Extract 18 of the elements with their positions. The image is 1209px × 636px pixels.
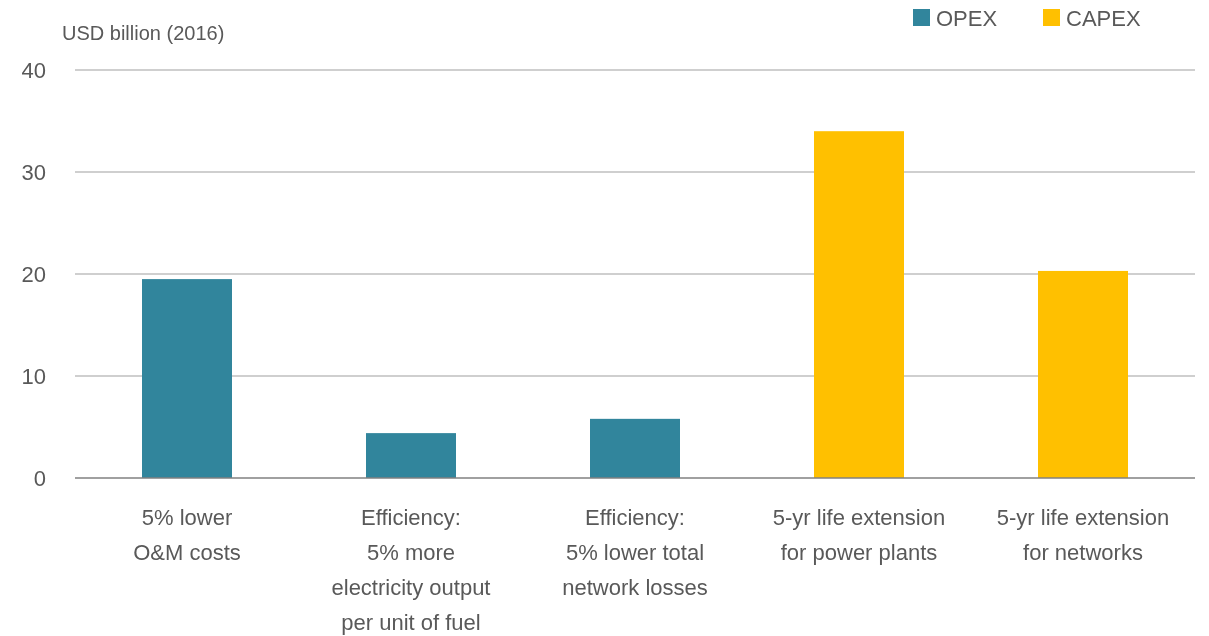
y-tick-label: 30 (21, 159, 46, 185)
legend-label: CAPEX (1066, 6, 1141, 31)
bar (1038, 270, 1128, 478)
bar (142, 279, 232, 478)
x-tick-label: 5-yr life extension for networks (996, 505, 1170, 565)
legend-label: OPEX (936, 6, 998, 31)
y-tick-label: 0 (33, 465, 46, 491)
x-tick-label: Efficiency: 5% more electricity output per unit of fuel (331, 505, 491, 635)
y-tick-label: 20 (21, 261, 46, 287)
bar (814, 131, 904, 478)
x-tick-label: Efficiency: 5% lower total network losses (562, 505, 708, 600)
bar (366, 433, 456, 478)
bar (590, 418, 680, 478)
x-tick-label: 5-yr life extension for power plants (772, 505, 946, 565)
y-axis-title: USD billion (2016) (62, 22, 225, 44)
x-tick-label: 5% lower O&M costs (133, 505, 241, 565)
y-tick-label: 40 (21, 57, 46, 83)
y-tick-label: 10 (21, 363, 46, 389)
